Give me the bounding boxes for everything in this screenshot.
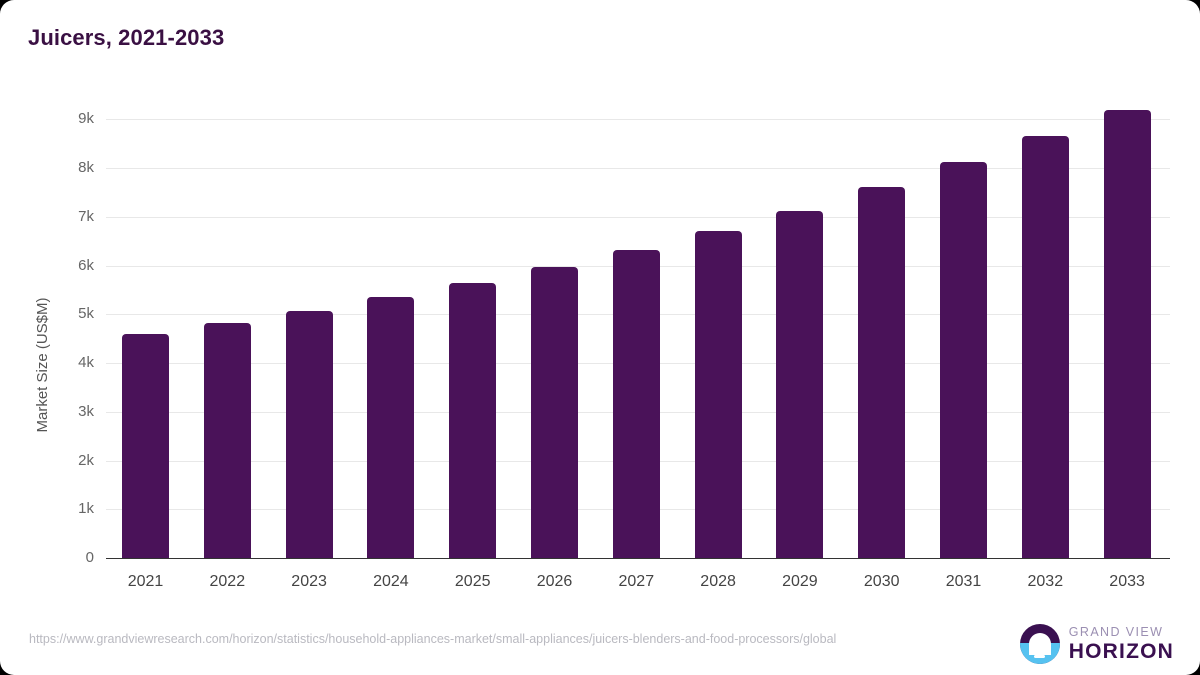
x-axis-tick-label: 2026 (536, 573, 573, 590)
y-axis-tick-label: 8k (78, 159, 94, 177)
x-axis-tick-label: 2024 (373, 573, 409, 590)
plot-area: Market Size (US$M) 0 1k 2k 3k 4k 5k 6k 7k 8k 9k 2… (34, 95, 1170, 590)
bar-2032[interactable] (1021, 136, 1069, 558)
logo-ray-upper (1031, 649, 1049, 652)
x-axis-tick-label: 2027 (618, 573, 655, 590)
bar-2024[interactable] (367, 297, 415, 558)
source-url[interactable]: https://www.grandviewresearch.com/horizo… (29, 632, 837, 646)
brand-logo: GRAND VIEW HORIZON (1019, 624, 1174, 664)
x-axis-tick-label: 2021 (127, 573, 164, 590)
bar-2029[interactable] (776, 210, 824, 558)
y-axis-tick-label: 5k (78, 305, 94, 323)
x-axis-tick-label: 2031 (945, 573, 982, 590)
bar-2021[interactable] (122, 333, 169, 558)
logo-line-horizon: HORIZON (1068, 640, 1174, 664)
logo-line-grand-view: GRAND VIEW (1068, 624, 1164, 639)
y-axis-tick-label: 4k (78, 354, 94, 372)
sun-horizon-icon (1019, 624, 1060, 664)
y-axis-tick-label: 3k (78, 402, 94, 420)
bar-2023[interactable] (285, 311, 333, 558)
y-axis-tick-label: 2k (78, 451, 94, 469)
x-axis-tick-label: 2030 (863, 573, 900, 590)
x-axis-tick-label: 2032 (1027, 573, 1064, 590)
logo-ray-lower (1034, 655, 1046, 658)
bar-2030[interactable] (858, 186, 906, 558)
bar-2026[interactable] (531, 267, 578, 558)
bar-2028[interactable] (694, 230, 742, 558)
x-axis-tick-label: 2028 (700, 573, 736, 590)
gridline (106, 216, 1170, 218)
page-title: Juicers, 2021-2033 (28, 25, 225, 50)
bar-2025[interactable] (449, 283, 497, 558)
bar-2033[interactable] (1103, 109, 1151, 558)
x-axis-tick-label: 2023 (291, 573, 327, 590)
x-axis-tick-label: 2025 (454, 573, 491, 590)
logo-wordmark: GRAND VIEW HORIZON (1069, 626, 1174, 663)
x-axis-tick-label: 2033 (1109, 573, 1145, 590)
y-axis-tick-label: 0 (85, 549, 94, 566)
y-axis-tick-label: 9k (78, 110, 94, 128)
gridline (106, 119, 1170, 121)
y-axis-tick-label: 6k (78, 256, 94, 274)
y-axis-tick-label: 7k (78, 207, 94, 225)
bar-2027[interactable] (612, 249, 660, 558)
x-axis-tick-label: 2022 (209, 573, 246, 590)
gridline (106, 168, 1170, 170)
axis-baseline (106, 558, 1170, 559)
bar-2031[interactable] (940, 162, 987, 558)
bar-2022[interactable] (203, 323, 251, 558)
x-axis-tick-label: 2029 (782, 573, 818, 590)
y-axis-tick-label: 1k (78, 500, 94, 518)
